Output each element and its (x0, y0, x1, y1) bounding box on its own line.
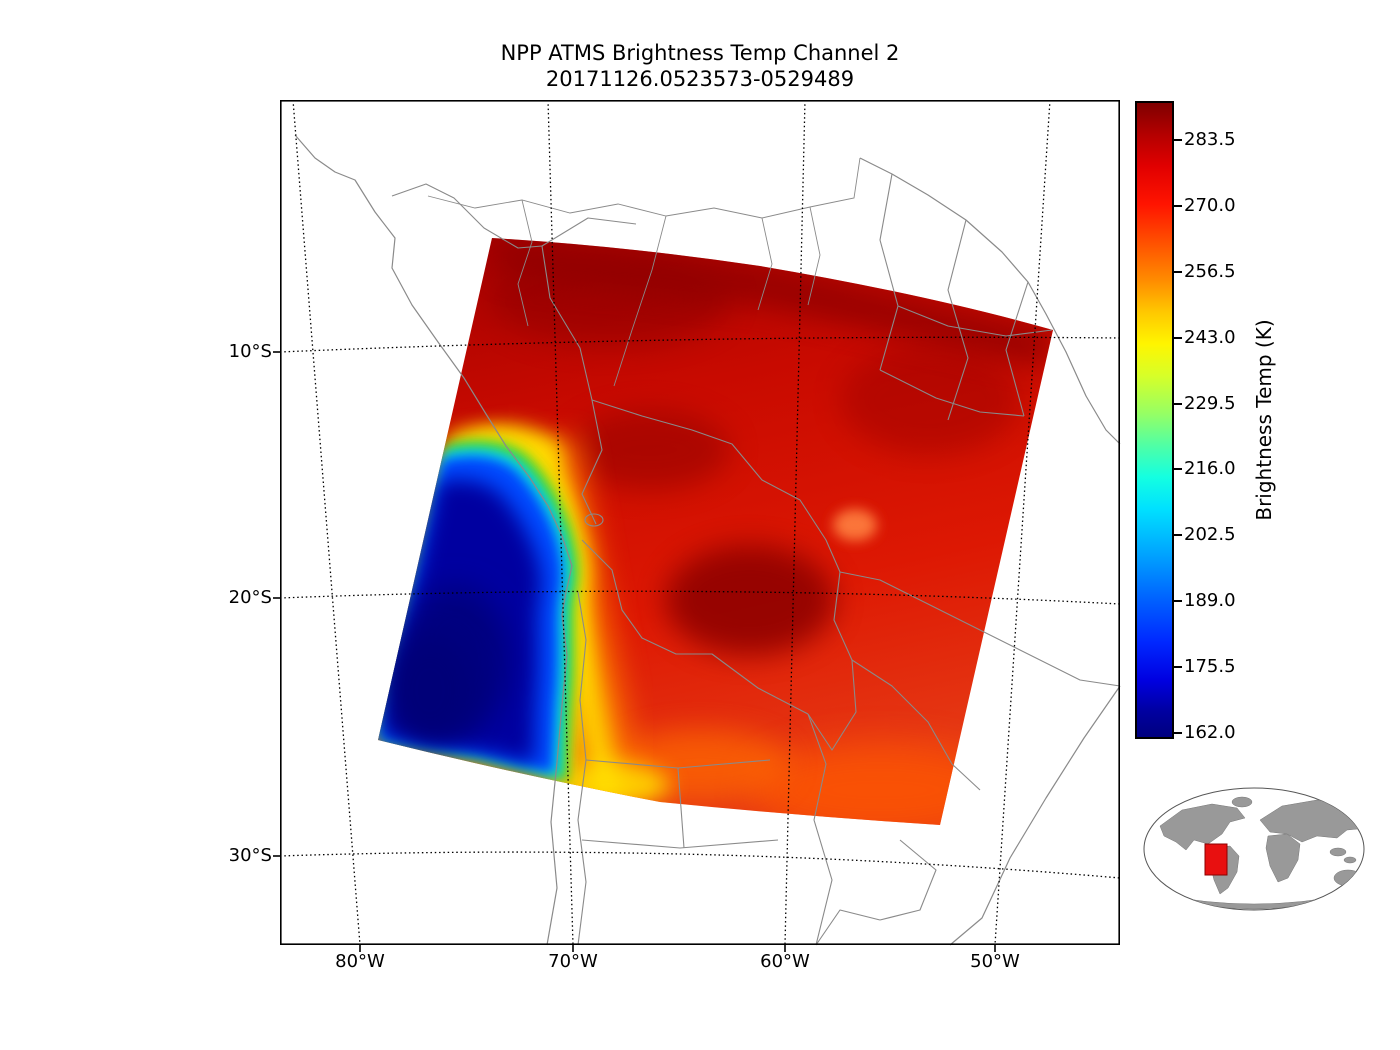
colorbar-tick (1174, 666, 1182, 668)
colorbar-tick-label: 243.0 (1184, 327, 1236, 348)
y-tick-label-10s: 10°S (228, 341, 272, 362)
colorbar-tick-label: 175.5 (1184, 656, 1236, 677)
colorbar-tick (1174, 205, 1182, 207)
map-plot (273, 99, 1121, 952)
colorbar-tick (1174, 403, 1182, 405)
figure-subtitle: 20171126.0523573-0529489 (545, 67, 855, 91)
globe-inset (1143, 787, 1365, 911)
colorbar-tick (1174, 139, 1182, 141)
colorbar-tick-label: 256.5 (1184, 261, 1236, 282)
figure-title: NPP ATMS Brightness Temp Channel 2 (500, 41, 900, 65)
colorbar-tick (1174, 600, 1182, 602)
colorbar-tick-label: 216.0 (1184, 458, 1236, 479)
colorbar-gradient (1135, 101, 1174, 739)
colorbar-tick (1174, 732, 1182, 734)
colorbar-tick (1174, 271, 1182, 273)
colorbar-axis-label: Brightness Temp (K) (1252, 319, 1276, 521)
colorbar-tick-label: 229.5 (1184, 393, 1236, 414)
graticule (279, 99, 1121, 946)
x-tick-label-60w: 60°W (760, 951, 810, 972)
colorbar-tick (1174, 468, 1182, 470)
axes-frame (273, 100, 1121, 952)
colorbar-tick-label: 202.5 (1184, 524, 1236, 545)
colorbar-tick (1174, 337, 1182, 339)
x-tick-label-70w: 70°W (548, 951, 598, 972)
y-tick-label-30s: 30°S (228, 845, 272, 866)
colorbar-tick-label: 270.0 (1184, 195, 1236, 216)
country-borders (391, 173, 1121, 946)
x-tick-label-80w: 80°W (335, 951, 385, 972)
colorbar-tick (1174, 534, 1182, 536)
swath-heatmap (378, 238, 1053, 825)
rivers (427, 157, 861, 387)
swath-footprint-marker (1204, 843, 1228, 876)
colorbar-tick-label: 283.5 (1184, 129, 1236, 150)
colorbar-tick-label: 189.0 (1184, 590, 1236, 611)
colorbar-tick-label: 162.0 (1184, 722, 1236, 743)
y-tick-label-20s: 20°S (228, 587, 272, 608)
x-tick-label-50w: 50°W (970, 951, 1020, 972)
